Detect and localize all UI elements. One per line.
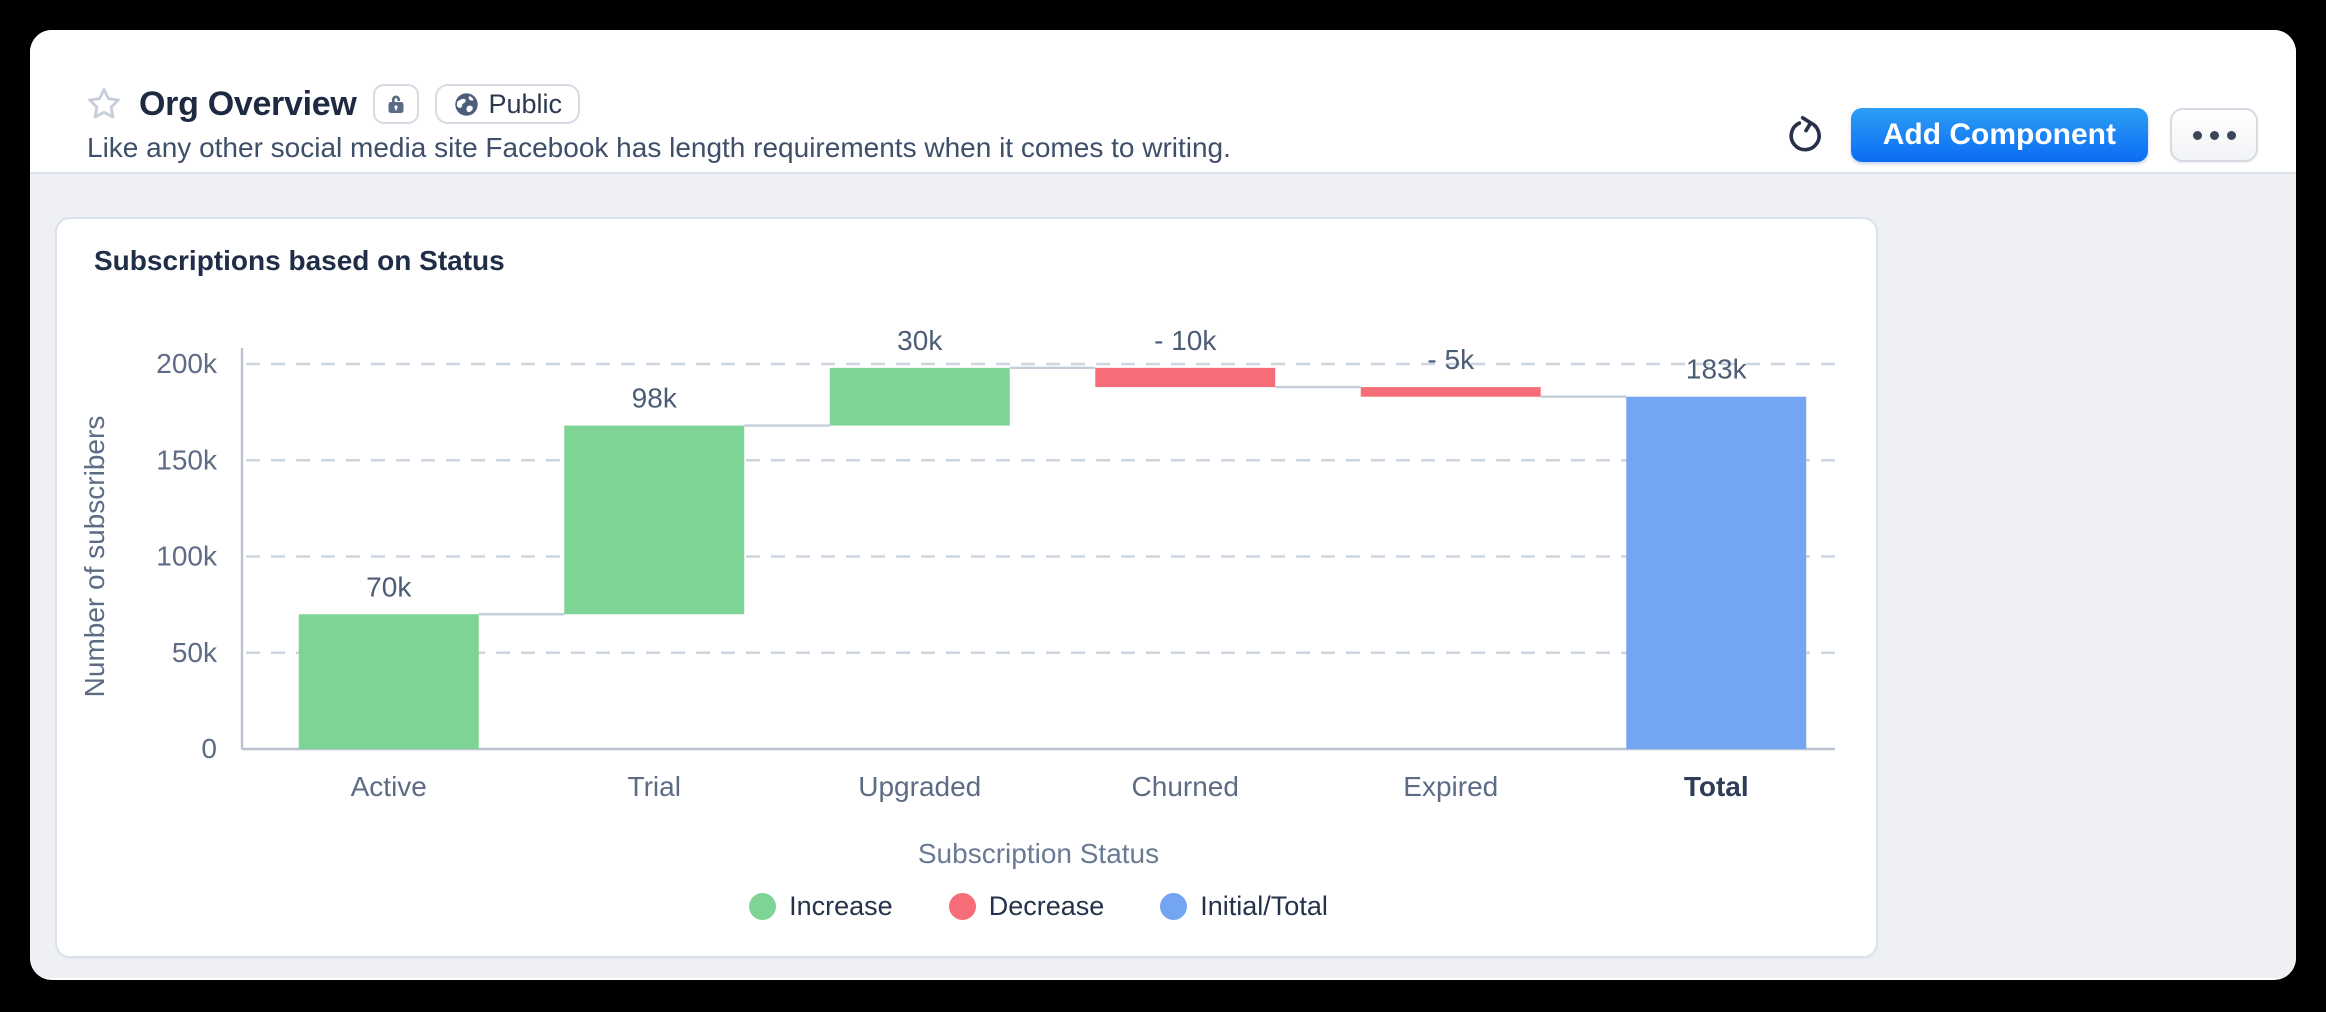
- visibility-badge[interactable]: Public: [434, 84, 581, 124]
- bar-value-label: 30k: [897, 325, 943, 356]
- dashboard-body: Subscriptions based on Status 0 50k 100k 15…: [30, 174, 2296, 978]
- bar-churned[interactable]: [1095, 367, 1276, 388]
- legend-item-initial-total[interactable]: Initial/Total: [1160, 891, 1328, 922]
- y-tick-label: 150k: [156, 444, 218, 475]
- y-tick-label: 100k: [156, 541, 218, 572]
- bar-value-label: - 5k: [1427, 344, 1475, 375]
- x-tick-label-active: Active: [351, 771, 427, 802]
- x-tick-label-expired: Expired: [1403, 771, 1498, 802]
- lock-icon: [384, 92, 408, 116]
- bar-value-label: 98k: [632, 383, 678, 414]
- refresh-button[interactable]: [1783, 112, 1829, 158]
- page-header: Org Overview: [30, 30, 2296, 174]
- bar-value-label: - 10k: [1154, 325, 1217, 356]
- legend-item-increase[interactable]: Increase: [749, 891, 893, 922]
- legend-item-decrease[interactable]: Decrease: [948, 891, 1104, 922]
- bar-value-label: 70k: [366, 571, 412, 602]
- x-tick-label-upgraded: Upgraded: [858, 771, 981, 802]
- y-tick-label: 50k: [172, 637, 218, 668]
- x-tick-label-total: Total: [1684, 771, 1749, 802]
- dashboard-window: Org Overview: [30, 30, 2296, 980]
- globe-icon: [453, 91, 480, 118]
- title-row: Org Overview: [85, 84, 581, 124]
- chart-card: Subscriptions based on Status 0 50k 100k 15…: [55, 217, 1878, 958]
- more-options-button[interactable]: [2170, 108, 2258, 162]
- add-component-button[interactable]: Add Component: [1850, 108, 2148, 162]
- bar-upgraded[interactable]: [829, 367, 1010, 426]
- bar-active[interactable]: [298, 614, 479, 749]
- y-tick-label: 200k: [156, 348, 218, 379]
- decrease-swatch-icon: [948, 893, 976, 920]
- waterfall-chart: 0 50k 100k 150k 200k 70k Active 98k Trial 30k Upgr…: [79, 325, 1835, 869]
- x-axis-title: Subscription Status: [918, 838, 1159, 869]
- refresh-icon: [1784, 113, 1828, 157]
- visibility-label: Public: [488, 88, 563, 119]
- bar-expired[interactable]: [1360, 387, 1541, 397]
- bar-trial[interactable]: [564, 425, 745, 615]
- page-description: Like any other social media site Faceboo…: [87, 132, 1231, 163]
- header-controls: Add Component: [1783, 108, 2258, 162]
- bar-value-label: 183k: [1686, 354, 1748, 385]
- favorite-star-icon[interactable]: [85, 85, 123, 123]
- y-axis-title: Number of subscribers: [79, 416, 110, 698]
- x-tick-label-trial: Trial: [628, 771, 681, 802]
- initial-total-swatch-icon: [1160, 893, 1188, 920]
- chart-legend: Increase Decrease Initial/Total: [242, 891, 1835, 922]
- y-tick-label: 0: [201, 733, 217, 764]
- increase-swatch-icon: [749, 893, 777, 920]
- x-tick-label-churned: Churned: [1132, 771, 1239, 802]
- chart-title: Subscriptions based on Status: [94, 245, 505, 276]
- page-title: Org Overview: [139, 84, 357, 123]
- lock-badge[interactable]: [372, 84, 419, 124]
- bar-total[interactable]: [1626, 396, 1807, 749]
- ellipsis-icon: [2192, 130, 2202, 140]
